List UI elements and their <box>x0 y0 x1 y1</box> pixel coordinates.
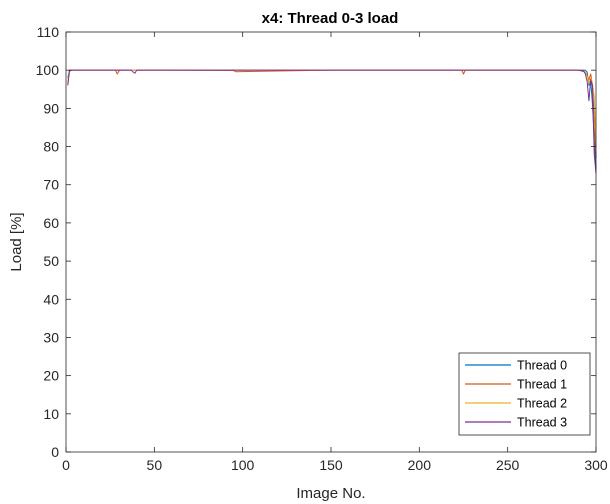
legend: Thread 0 Thread 1 Thread 2 Thread 3 <box>458 352 591 436</box>
x-tick-label: 300 <box>584 457 608 473</box>
legend-entry-label: Thread 1 <box>517 378 567 392</box>
y-tick-label: 80 <box>43 139 59 155</box>
y-tick-label: 110 <box>37 24 60 40</box>
y-tick-label: 50 <box>43 253 59 269</box>
y-axis: 0 10 20 30 40 50 60 70 80 90 100 110 <box>36 24 596 460</box>
legend-entry-label: Thread 2 <box>517 397 567 411</box>
y-tick-label: 100 <box>36 62 60 78</box>
x-tick-label: 0 <box>62 457 70 473</box>
y-tick-label: 20 <box>43 368 59 384</box>
x-tick-label: 150 <box>319 457 343 473</box>
y-tick-label: 70 <box>43 177 59 193</box>
x-axis-label: Image No. <box>296 485 365 502</box>
x-axis: 0 50 100 150 200 250 300 <box>62 32 608 473</box>
series-line-thread-3 <box>67 69 597 174</box>
x-tick-label: 200 <box>408 457 432 473</box>
x-tick-label: 100 <box>231 457 255 473</box>
y-tick-label: 0 <box>51 444 59 460</box>
x-tick-label: 50 <box>147 457 163 473</box>
legend-box <box>458 352 591 436</box>
y-tick-label: 30 <box>43 329 59 345</box>
y-tick-label: 90 <box>43 100 59 116</box>
legend-entry-label: Thread 3 <box>517 416 567 430</box>
chart-title: x4: Thread 0-3 load <box>262 10 399 27</box>
series-layer <box>67 69 597 174</box>
legend-entry-label: Thread 0 <box>517 359 567 373</box>
x-tick-label: 250 <box>496 457 520 473</box>
y-tick-label: 10 <box>43 406 59 422</box>
y-tick-label: 60 <box>43 215 59 231</box>
y-tick-label: 40 <box>43 291 59 307</box>
y-axis-label: Load [%] <box>8 212 25 271</box>
